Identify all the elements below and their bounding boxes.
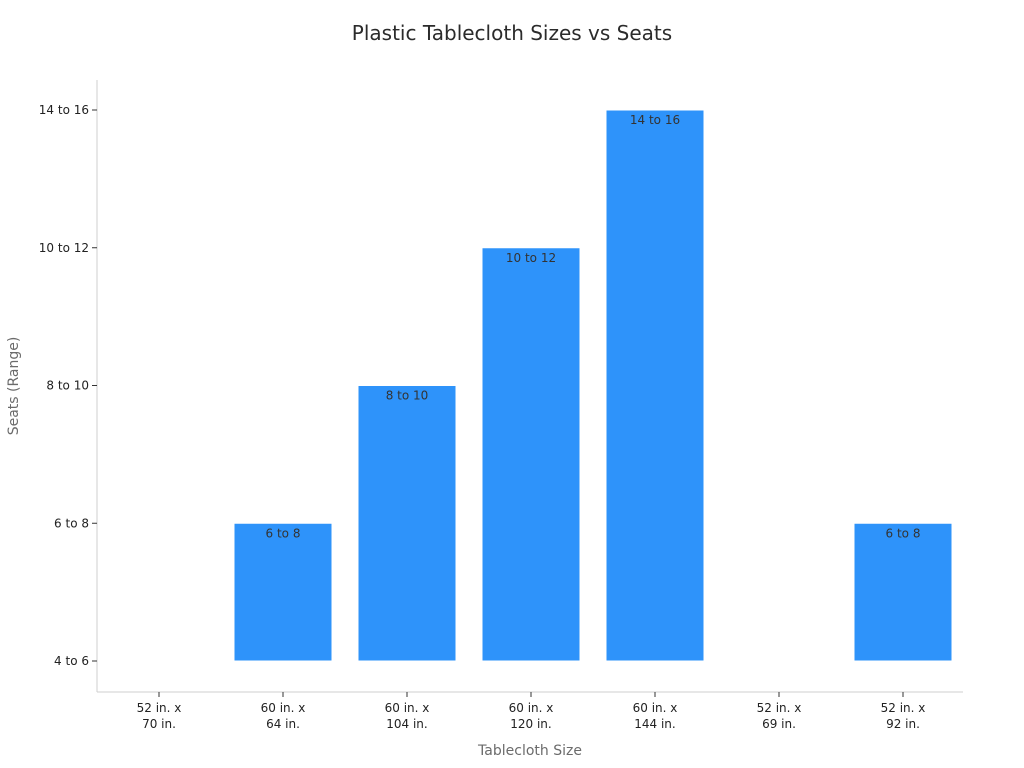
chart-title: Plastic Tablecloth Sizes vs Seats xyxy=(352,21,672,45)
x-axis-title: Tablecloth Size xyxy=(477,743,582,759)
bar xyxy=(481,247,581,662)
bar-data-label: 10 to 12 xyxy=(506,251,556,265)
bar xyxy=(233,522,333,662)
x-tick-label: 52 in. x 69 in. xyxy=(757,701,802,731)
x-tick-label: 60 in. x 120 in. xyxy=(509,701,554,731)
y-tick-label: 4 to 6 xyxy=(54,654,89,668)
bar xyxy=(853,522,953,662)
x-tick-label: 52 in. x 92 in. xyxy=(881,701,926,731)
bar-data-label: 6 to 8 xyxy=(266,526,301,540)
y-tick-label: 14 to 16 xyxy=(39,103,89,117)
bar-data-label: 6 to 8 xyxy=(886,526,921,540)
bar-data-label: 14 to 16 xyxy=(630,113,680,127)
x-tick-label: 60 in. x 144 in. xyxy=(633,701,678,731)
y-tick-label: 10 to 12 xyxy=(39,241,89,255)
y-tick-label: 8 to 10 xyxy=(46,379,89,393)
bar-data-label: 8 to 10 xyxy=(386,389,429,403)
y-axis-title: Seats (Range) xyxy=(6,337,22,436)
bar xyxy=(357,385,457,662)
x-tick-label: 52 in. x 70 in. xyxy=(137,701,182,731)
x-tick-label: 60 in. x 104 in. xyxy=(385,701,430,731)
bar xyxy=(605,109,705,662)
x-tick-label: 60 in. x 64 in. xyxy=(261,701,306,731)
y-tick-label: 6 to 8 xyxy=(54,516,89,530)
